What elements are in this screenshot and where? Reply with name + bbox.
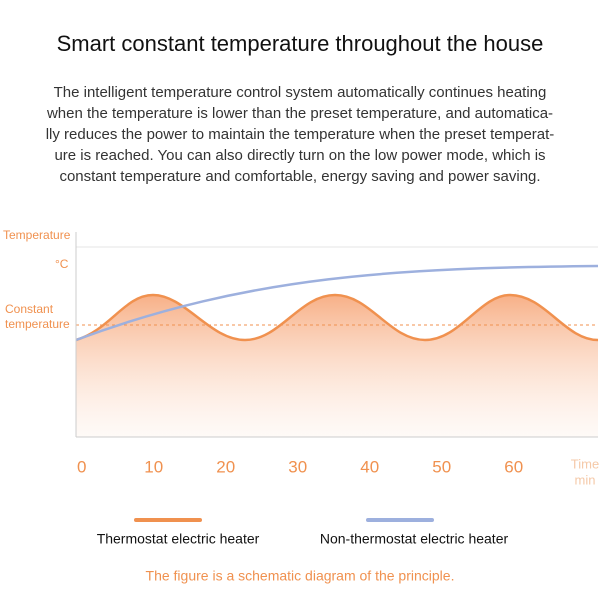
x-label: Time: [571, 456, 599, 471]
legend-label: Non-thermostat electric heater: [320, 531, 509, 547]
x-tick-label: 30: [288, 457, 307, 476]
x-tick-label: 0: [77, 457, 86, 476]
paragraph-line: The intelligent temperature control syst…: [54, 84, 547, 101]
legend-label: Thermostat electric heater: [97, 531, 260, 547]
paragraph-line: when the temperature is lower than the p…: [46, 105, 553, 122]
non-thermostat-curve: [75, 264, 599, 342]
footnote: The figure is a schematic diagram of the…: [146, 568, 455, 584]
x-tick-label: 20: [216, 457, 235, 476]
x-label: min: [575, 472, 596, 487]
paragraph-line: constant temperature and comfortable, en…: [59, 168, 540, 185]
paragraph-line: ure is reached. You can also directly tu…: [54, 147, 545, 164]
area: [76, 295, 598, 437]
x-tick-label: 10: [144, 457, 163, 476]
y-unit: °C: [55, 257, 69, 271]
thermostat-curve: [75, 293, 599, 342]
reference-label: temperature: [5, 317, 70, 331]
reference-label: Constant: [5, 302, 54, 316]
x-tick-label: 60: [504, 457, 523, 476]
x-tick-label: 40: [360, 457, 379, 476]
y-label: Temperature: [3, 228, 71, 242]
title: Smart constant temperature throughout th…: [57, 31, 544, 56]
x-tick-label: 50: [432, 457, 451, 476]
paragraph-line: lly reduces the power to maintain the te…: [46, 126, 555, 143]
